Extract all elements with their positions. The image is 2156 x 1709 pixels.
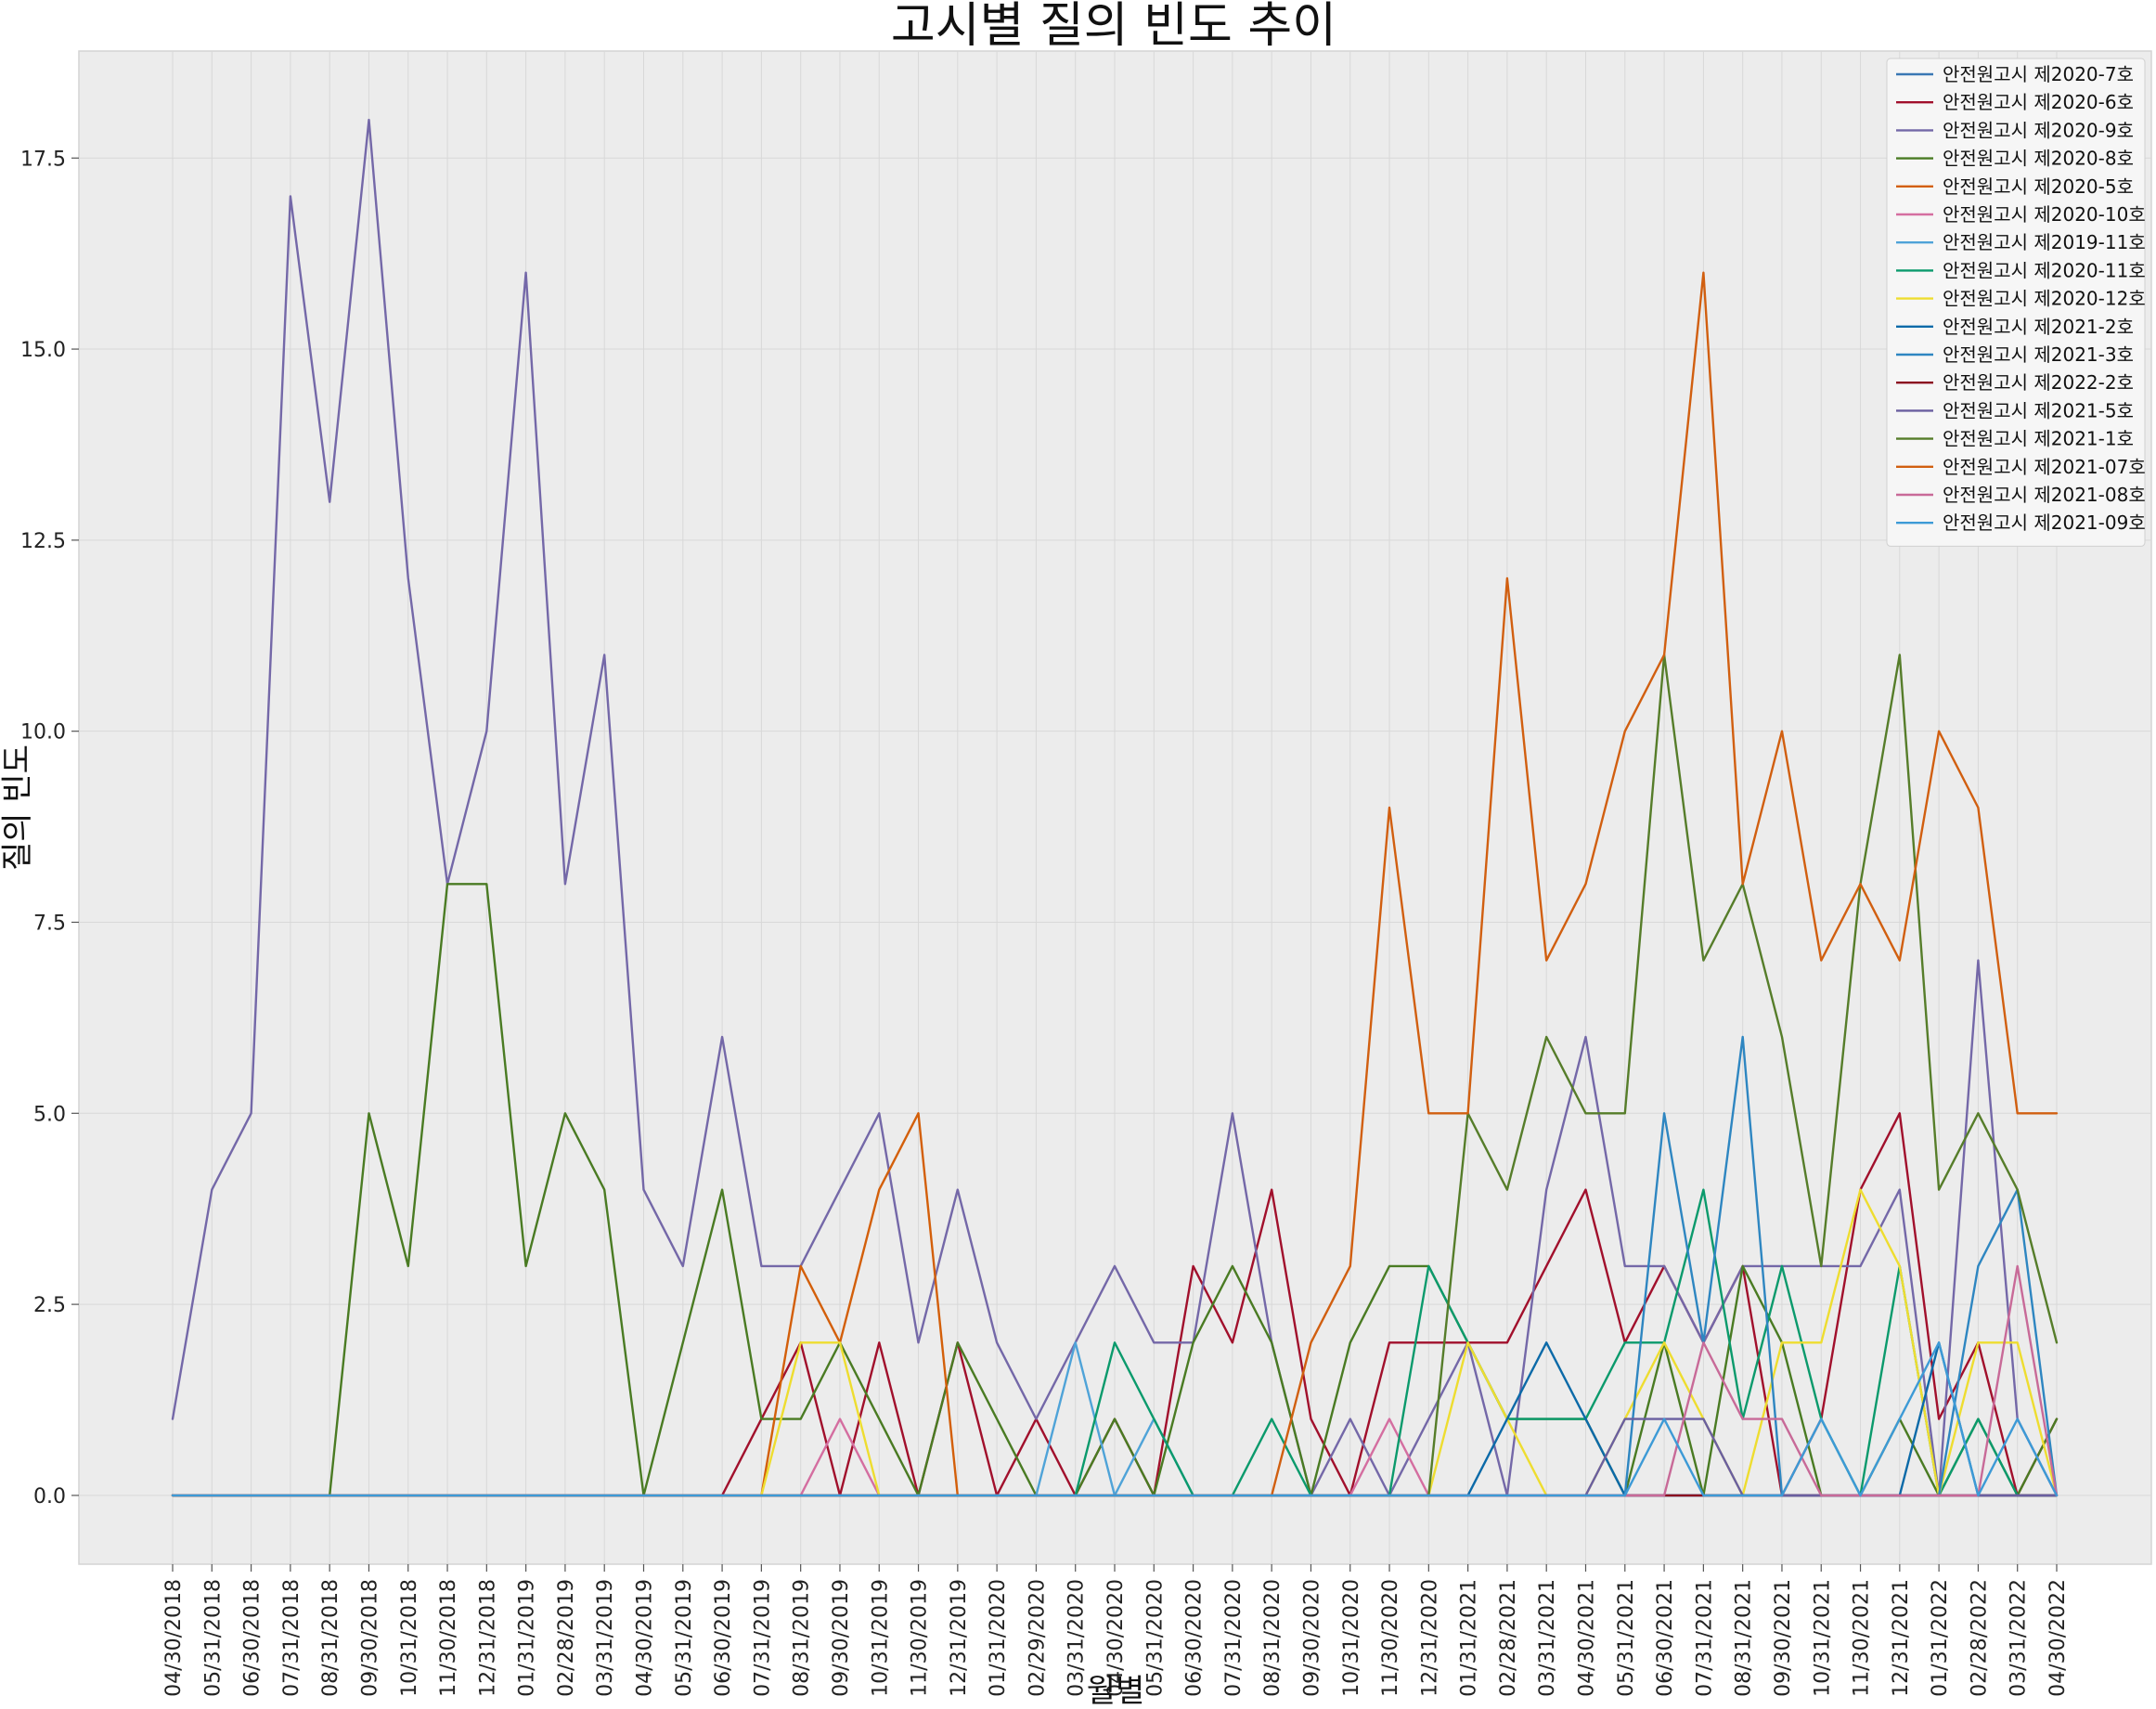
grid-lines — [79, 51, 2151, 1564]
x-tick-label: 08/31/2019 — [791, 1579, 814, 1697]
legend-label: 안전원고시 제2021-3호 — [1943, 343, 2134, 366]
legend-label: 안전원고시 제2020-11호 — [1943, 259, 2146, 281]
x-tick-label: 01/31/2020 — [987, 1579, 1010, 1697]
x-tick-label: 08/31/2020 — [1261, 1579, 1285, 1697]
y-tick-label: 17.5 — [20, 148, 66, 171]
y-tick-label: 7.5 — [33, 912, 66, 935]
legend-label: 안전원고시 제2020-5호 — [1943, 175, 2134, 198]
x-tick-label: 05/31/2019 — [673, 1579, 696, 1697]
x-tick-label: 11/30/2018 — [437, 1579, 460, 1697]
x-tick-label: 10/31/2019 — [869, 1579, 892, 1697]
x-tick-label: 02/28/2022 — [1968, 1579, 1991, 1697]
y-tick-label: 2.5 — [33, 1294, 66, 1317]
x-tick-label: 06/30/2021 — [1654, 1579, 1677, 1697]
series-line-17 — [171, 1341, 2059, 1497]
legend-box — [1886, 58, 2146, 547]
legend-label: 안전원고시 제2020-6호 — [1943, 91, 2134, 113]
legend-label: 안전원고시 제2020-7호 — [1943, 63, 2134, 85]
x-tick-label: 12/31/2021 — [1890, 1579, 1913, 1697]
x-tick-label: 03/31/2020 — [1065, 1579, 1089, 1697]
legend-label: 안전원고시 제2020-8호 — [1943, 148, 2134, 170]
x-tick-label: 10/31/2020 — [1340, 1579, 1363, 1697]
x-tick-label: 03/31/2022 — [2008, 1579, 2031, 1697]
x-tick-label: 06/30/2020 — [1183, 1579, 1207, 1697]
x-tick-label: 07/31/2021 — [1693, 1579, 1716, 1697]
y-tick-label: 10.0 — [20, 721, 66, 744]
x-tick-label: 01/31/2019 — [516, 1579, 539, 1697]
x-tick-label: 02/28/2019 — [555, 1579, 578, 1697]
legend-label: 안전원고시 제2021-1호 — [1943, 428, 2134, 450]
x-axis-title: 월별 — [1087, 1673, 1145, 1709]
legend-label: 안전원고시 제2022-2호 — [1943, 371, 2134, 394]
x-tick-label: 10/31/2021 — [1811, 1579, 1834, 1697]
x-tick-label: 03/31/2019 — [594, 1579, 617, 1697]
legend-label: 안전원고시 제2021-08호 — [1943, 484, 2146, 506]
x-tick-label: 06/30/2019 — [712, 1579, 735, 1697]
x-tick-label: 01/31/2022 — [1929, 1579, 1952, 1697]
y-tick-label: 5.0 — [33, 1103, 66, 1126]
x-tick-label: 05/31/2018 — [201, 1579, 225, 1697]
chart-title: 고시별 질의 빈도 추이 — [891, 0, 1336, 54]
x-tick-label: 12/31/2020 — [1418, 1579, 1441, 1697]
legend-label: 안전원고시 제2019-11호 — [1943, 231, 2146, 253]
x-tick-label: 12/31/2018 — [476, 1579, 499, 1697]
legend-label: 안전원고시 제2021-2호 — [1943, 316, 2134, 338]
x-tick-label: 09/30/2019 — [830, 1579, 853, 1697]
x-tick-label: 03/31/2021 — [1536, 1579, 1559, 1697]
x-tick-label: 02/29/2020 — [1026, 1579, 1049, 1697]
x-tick-label: 08/31/2018 — [319, 1579, 342, 1697]
legend-label: 안전원고시 제2020-10호 — [1943, 203, 2146, 226]
x-tick-label: 09/30/2021 — [1772, 1579, 1795, 1697]
legend-label: 안전원고시 제2020-12호 — [1943, 288, 2146, 310]
x-tick-labels: 04/30/2018 05/31/2018 06/30/2018 07/31/2018… — [162, 1564, 2070, 1697]
legend-label: 안전원고시 제2020-9호 — [1943, 119, 2134, 141]
x-tick-label: 05/31/2021 — [1615, 1579, 1638, 1697]
legend-label: 안전원고시 제2021-07호 — [1943, 456, 2146, 478]
legend-label: 안전원고시 제2021-09호 — [1943, 511, 2146, 534]
x-tick-label: 07/31/2020 — [1222, 1579, 1246, 1697]
x-tick-label: 09/30/2020 — [1300, 1579, 1323, 1697]
x-tick-label: 06/30/2018 — [241, 1579, 265, 1697]
x-tick-label: 05/31/2020 — [1143, 1579, 1167, 1697]
x-tick-label: 04/30/2020 — [1104, 1579, 1128, 1697]
x-tick-label: 02/28/2021 — [1497, 1579, 1520, 1697]
series-layer — [171, 118, 2059, 1497]
x-tick-label: 07/31/2019 — [751, 1579, 774, 1697]
x-tick-label: 04/30/2019 — [634, 1579, 657, 1697]
y-axis-title: 질의 빈도 — [0, 744, 36, 871]
x-tick-label: 11/30/2019 — [909, 1579, 932, 1697]
x-tick-label: 04/30/2018 — [162, 1579, 186, 1697]
y-tick-label: 15.0 — [20, 339, 66, 362]
x-tick-label: 10/31/2018 — [398, 1579, 421, 1697]
y-tick-label: 12.5 — [20, 530, 66, 553]
x-tick-label: 01/31/2021 — [1458, 1579, 1481, 1697]
x-tick-label: 09/30/2018 — [358, 1579, 381, 1697]
legend-label: 안전원고시 제2021-5호 — [1943, 399, 2134, 421]
y-tick-label: 0.0 — [33, 1485, 66, 1508]
x-tick-label: 08/31/2021 — [1733, 1579, 1756, 1697]
x-tick-label: 11/30/2020 — [1379, 1579, 1402, 1697]
x-tick-label: 12/31/2019 — [948, 1579, 971, 1697]
series-line-4 — [171, 883, 2059, 1497]
x-tick-label: 04/30/2022 — [2046, 1579, 2070, 1697]
x-tick-label: 07/31/2018 — [280, 1579, 303, 1697]
x-tick-label: 04/30/2021 — [1576, 1579, 1599, 1697]
y-tick-labels: 0.0 2.5 5.0 7.5 10.0 12.5 15.0 17.5 — [20, 148, 79, 1508]
x-tick-label: 11/30/2021 — [1851, 1579, 1874, 1697]
